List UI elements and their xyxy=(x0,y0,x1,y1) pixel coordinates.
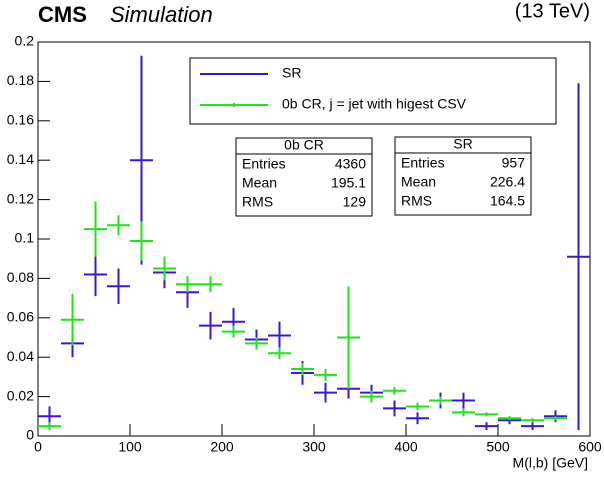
y-tick-label: 0.14 xyxy=(7,151,34,167)
legend-label: 0b CR, j = jet with higest CSV xyxy=(282,96,467,112)
stat-title: 0b CR xyxy=(284,137,324,153)
x-tick-label: 0 xyxy=(34,439,42,455)
stat-value: 957 xyxy=(502,155,526,171)
x-tick-label: 300 xyxy=(302,439,326,455)
y-tick-label: 0.06 xyxy=(7,309,34,325)
y-tick-label: 0.16 xyxy=(7,112,34,128)
stat-name: RMS xyxy=(242,194,273,210)
legend-box xyxy=(189,57,557,125)
y-tick-label: 0 xyxy=(26,427,34,443)
stat-title: SR xyxy=(453,136,472,152)
cms-label: CMS xyxy=(38,2,87,27)
x-tick-label: 600 xyxy=(578,439,602,455)
x-axis-label: M(l,b) [GeV] xyxy=(513,455,588,471)
stat-value: 164.5 xyxy=(490,193,525,209)
stat-value: 195.1 xyxy=(331,175,366,191)
stat-name: Entries xyxy=(401,155,445,171)
y-tick-label: 0.02 xyxy=(7,387,34,403)
stat-name: Entries xyxy=(242,156,286,172)
x-tick-label: 200 xyxy=(210,439,234,455)
stat-name: Mean xyxy=(401,174,436,190)
stat-name: RMS xyxy=(401,193,432,209)
y-tick-label: 0.1 xyxy=(15,230,35,246)
y-tick-label: 0.04 xyxy=(7,348,34,364)
y-tick-label: 0.18 xyxy=(7,72,34,88)
x-tick-label: 500 xyxy=(486,439,510,455)
x-tick-label: 400 xyxy=(394,439,418,455)
stat-value: 129 xyxy=(343,194,367,210)
subtitle: Simulation xyxy=(110,2,213,27)
y-tick-label: 0.2 xyxy=(15,33,35,49)
legend-label: SR xyxy=(282,65,301,81)
stat-box xyxy=(394,136,532,216)
energy-label: (13 TeV) xyxy=(515,0,590,22)
stat-name: Mean xyxy=(242,175,277,191)
stat-value: 4360 xyxy=(335,156,366,172)
stat-box xyxy=(235,137,373,217)
y-tick-label: 0.12 xyxy=(7,190,34,206)
y-tick-label: 0.08 xyxy=(7,269,34,285)
x-tick-label: 100 xyxy=(118,439,142,455)
stat-value: 226.4 xyxy=(490,174,525,190)
